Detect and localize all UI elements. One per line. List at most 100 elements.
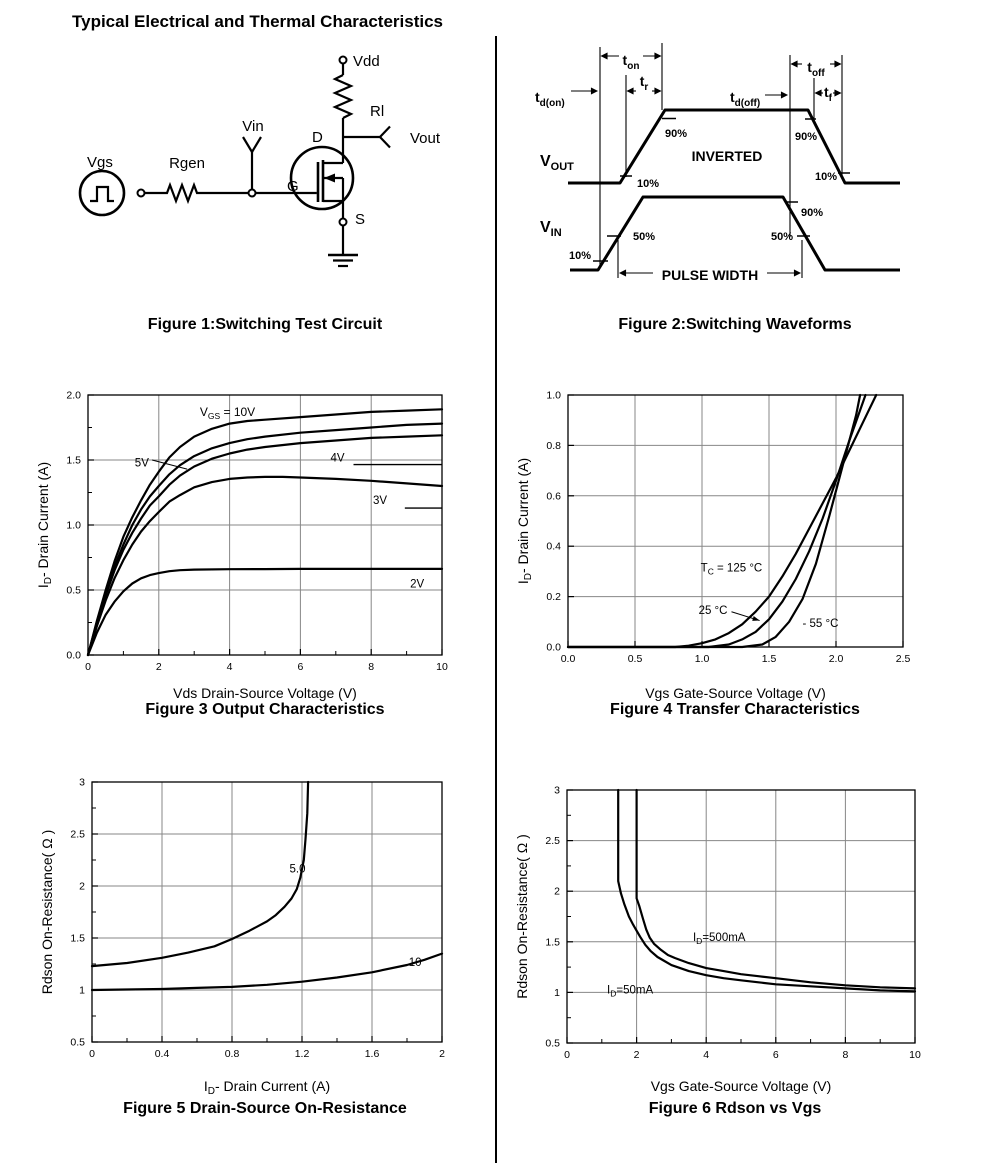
svg-text:ID- Drain Current (A): ID- Drain Current (A) [35,462,54,588]
td-on-label: td(on) [535,89,565,109]
svg-text:0.5: 0.5 [66,585,81,597]
svg-text:5.0: 5.0 [290,863,306,875]
svg-text:1: 1 [79,985,85,997]
svg-text:3: 3 [554,785,560,797]
ton-label: ton [623,52,640,72]
p10-rise-label: 10% [637,178,659,190]
column-divider [495,36,497,1163]
svg-text:4: 4 [227,661,233,673]
svg-text:2.5: 2.5 [896,653,911,665]
p10-vin-label: 10% [569,250,591,262]
svg-text:Vgs Gate-Source Voltage (V): Vgs Gate-Source Voltage (V) [645,685,826,701]
p10-fall-label: 10% [815,171,837,183]
vin-trace [570,195,900,272]
vout-label: Vout [410,130,441,147]
vdd-node [338,55,348,65]
svg-text:8: 8 [842,1049,848,1061]
svg-text:10: 10 [436,661,448,673]
mosfet-arrow [324,173,335,183]
vout-trace [568,108,900,185]
pulse-source-symbol [78,169,126,217]
svg-text:1.0: 1.0 [546,390,561,402]
svg-text:Vgs Gate-Source Voltage (V): Vgs Gate-Source Voltage (V) [651,1078,832,1094]
svg-text:0.5: 0.5 [628,653,643,665]
svg-text:2: 2 [156,661,162,673]
svg-text:2: 2 [79,881,85,893]
svg-text:2.5: 2.5 [545,835,560,847]
drain-label: D [312,129,323,146]
svg-text:0.4: 0.4 [546,541,561,553]
svg-text:5V: 5V [135,458,149,470]
inverted-label: INVERTED [692,148,763,164]
td-off-label: td(off) [730,89,760,109]
svg-text:2: 2 [439,1048,445,1060]
svg-text:0.8: 0.8 [546,440,561,452]
rl-label: Rl [370,103,384,120]
figure5-caption: Figure 5 Drain-Source On-Resistance [123,1100,407,1117]
svg-text:0.0: 0.0 [561,653,576,665]
svg-text:1.0: 1.0 [695,653,710,665]
svg-text:2: 2 [634,1049,640,1061]
figure3-chart: 0 2 4 6 8 10 0.0 0.5 1.0 1.5 2.0 VGS = 10V 5V 4V 3V 2V V… [35,390,448,702]
svg-text:0.5: 0.5 [545,1038,560,1050]
source-node [338,217,348,227]
svg-text:VGS = 10V: VGS = 10V [200,405,255,421]
pulse-width-label: PULSE WIDTH [662,267,758,283]
svg-text:0.0: 0.0 [546,642,561,654]
svg-text:3V: 3V [373,495,387,507]
svg-text:10: 10 [909,1049,921,1061]
svg-text:0: 0 [564,1049,570,1061]
p50-right-label: 50% [771,231,793,243]
svg-text:0.0: 0.0 [66,650,81,662]
svg-text:0: 0 [89,1048,95,1060]
svg-text:0.8: 0.8 [225,1048,240,1060]
page-title: Typical Electrical and Thermal Character… [72,12,444,31]
figure5-chart: 0 0.4 0.8 1.2 1.6 2 0.5 1 1.5 2 2.5 3 5.0 10 ID- Drain… [39,777,445,1098]
rgen-label: Rgen [169,155,205,172]
svg-text:2.5: 2.5 [70,829,85,841]
svg-text:1.0: 1.0 [66,520,81,532]
vin-signal-label: VIN [540,219,562,239]
p90-rise-label: 90% [665,128,687,140]
vin-label: Vin [242,118,263,135]
svg-text:Rdson On-Resistance( Ω ): Rdson On-Resistance( Ω ) [39,830,55,995]
svg-text:1.5: 1.5 [545,936,560,948]
tr-label: tr [640,73,649,93]
p50-left-label: 50% [633,231,655,243]
source-label: S [355,211,365,228]
svg-text:4: 4 [703,1049,709,1061]
svg-text:0.2: 0.2 [546,591,561,603]
pulse-glyph [90,185,114,203]
vgs-label: Vgs [87,154,113,171]
svg-text:3: 3 [79,777,85,789]
svg-text:0.6: 0.6 [546,490,561,502]
tf-label: tf [824,84,833,104]
vdd-label: Vdd [353,53,380,70]
figure1-circuit: Vgs Rgen Vin G D S Vdd Rl [78,53,441,268]
svg-text:2.0: 2.0 [66,390,81,402]
svg-text:8: 8 [368,661,374,673]
svg-text:1.5: 1.5 [762,653,777,665]
svg-text:ID=500mA: ID=500mA [693,932,746,946]
svg-text:Rdson On-Resistance( Ω ): Rdson On-Resistance( Ω ) [514,834,530,999]
svg-text:ID=50mA: ID=50mA [607,984,653,998]
svg-text:6: 6 [297,661,303,673]
svg-text:0.4: 0.4 [155,1048,170,1060]
svg-text:1.2: 1.2 [295,1048,310,1060]
gate-junction-node [247,188,257,198]
svg-text:ID- Drain Current (A): ID- Drain Current (A) [204,1078,330,1097]
svg-text:4V: 4V [330,452,344,464]
svg-text:2.0: 2.0 [829,653,844,665]
svg-text:1: 1 [554,987,560,999]
dimension-lines [599,43,843,278]
svg-text:1.5: 1.5 [66,455,81,467]
svg-text:25 °C: 25 °C [699,605,728,617]
mosfet-symbol [289,145,355,211]
svg-text:1.6: 1.6 [365,1048,380,1060]
rgen-resistor [163,181,208,205]
svg-text:TC = 125 °C: TC = 125 °C [701,562,763,576]
figure2-waveforms: td(on) ton tr td(off) toff tf VOUT VIN I… [535,43,900,283]
p90-fall-label: 90% [795,131,817,143]
svg-text:- 55 °C: - 55 °C [803,618,839,630]
